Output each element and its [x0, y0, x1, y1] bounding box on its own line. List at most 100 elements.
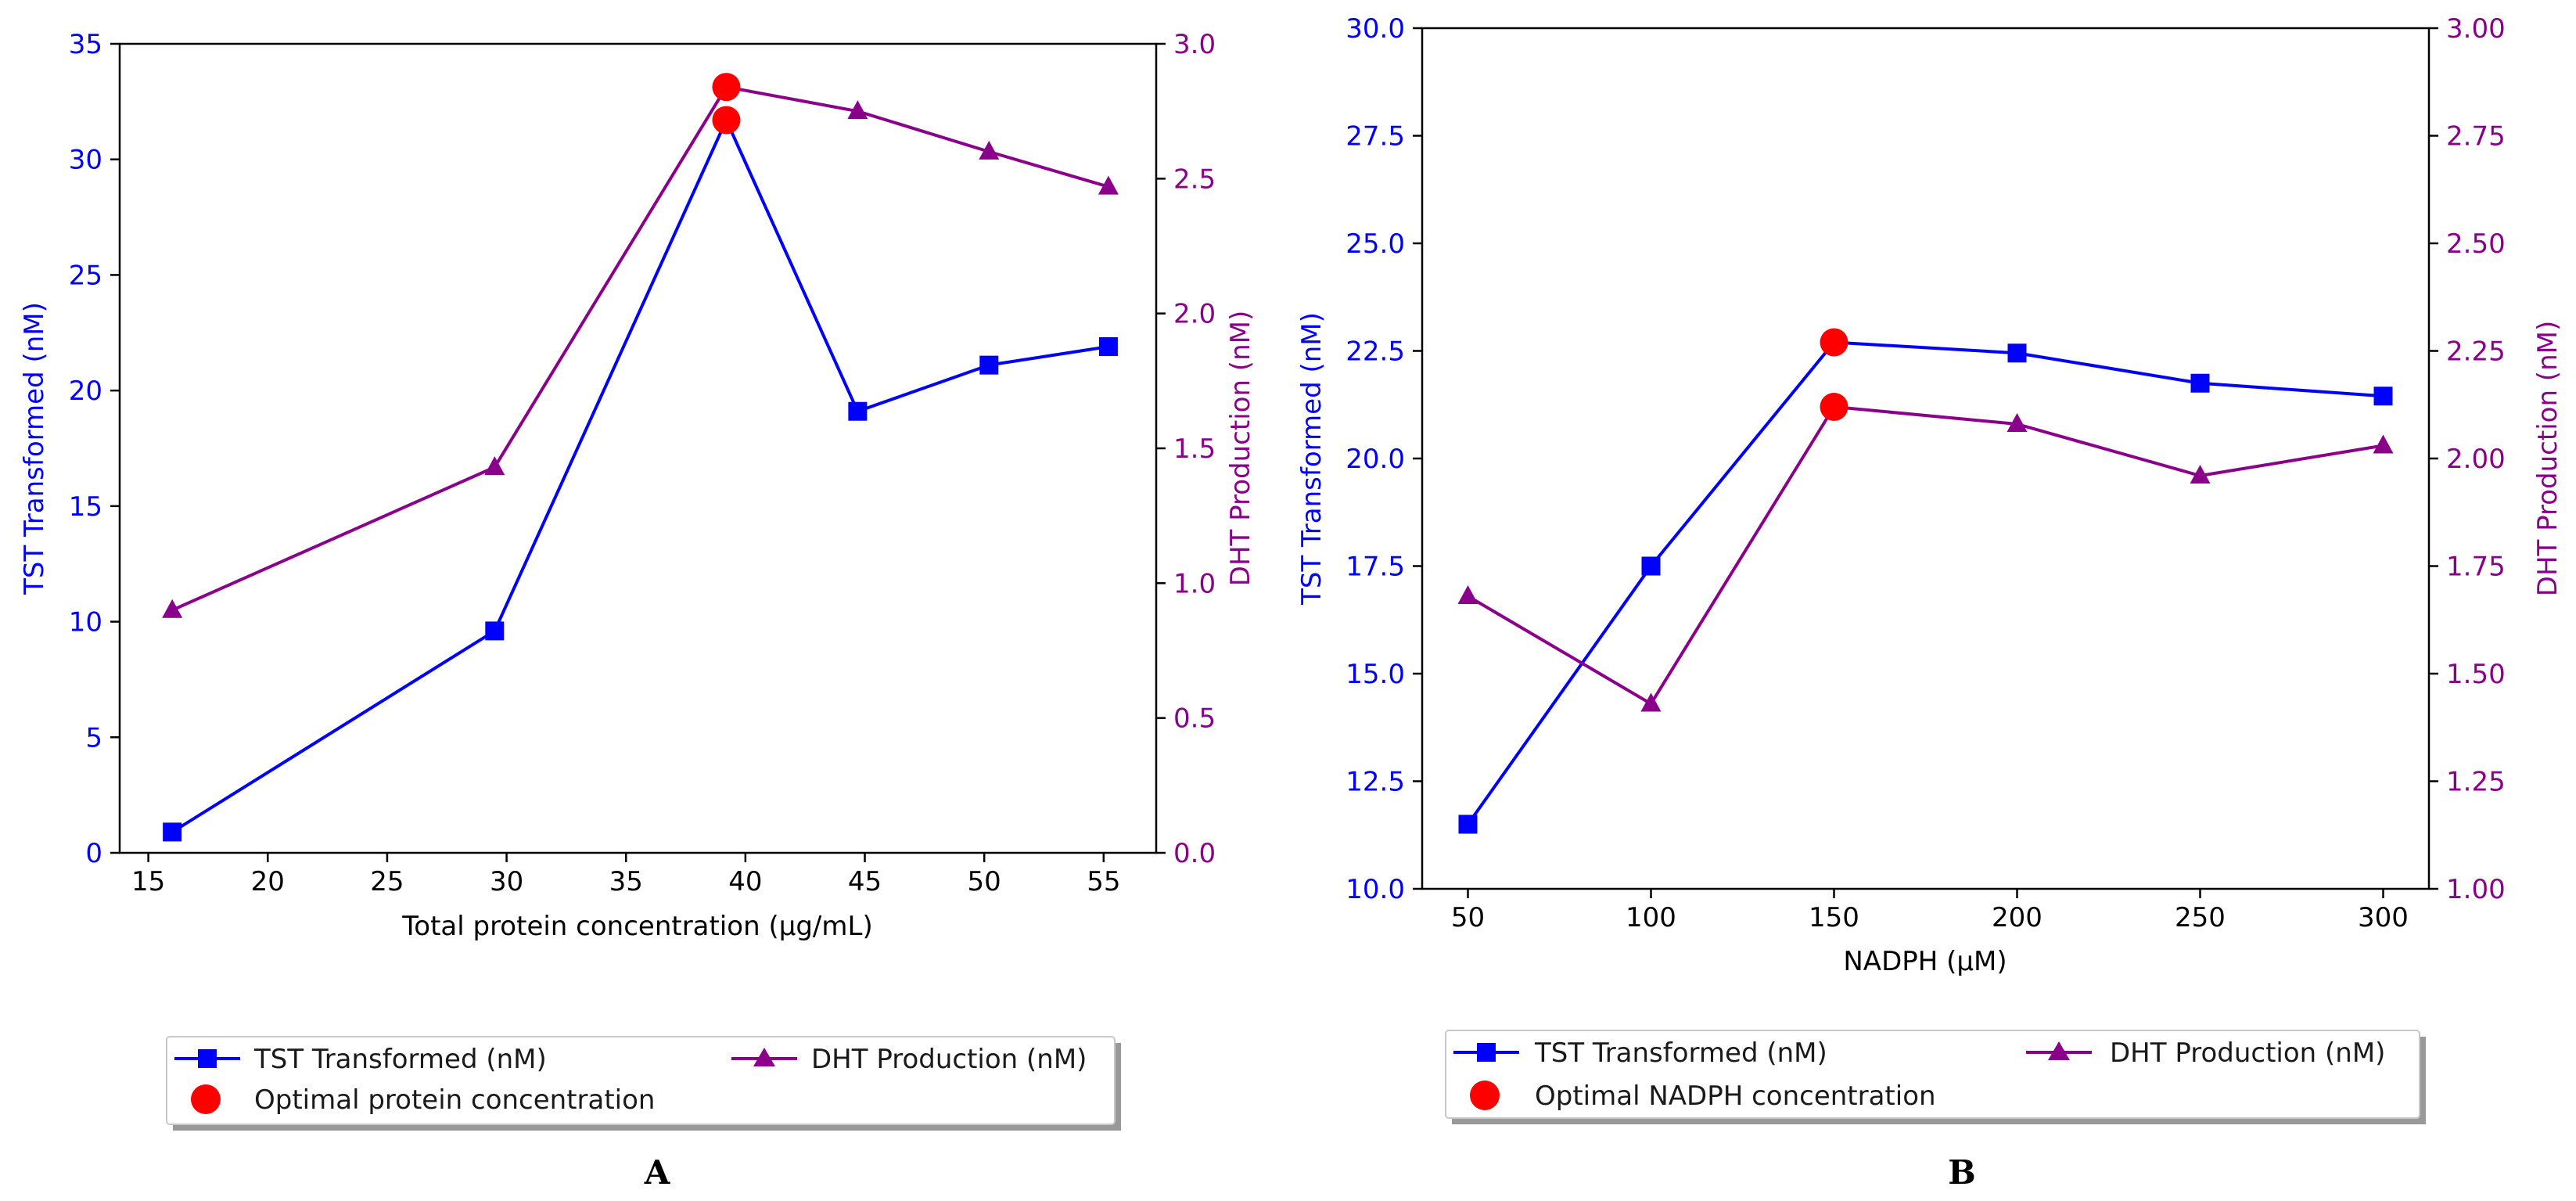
left-y-tick-label: 5 — [85, 722, 102, 753]
legend-optimal-label: Optimal NADPH concentration — [1535, 1081, 1936, 1112]
right-y-tick-label: 1.75 — [2446, 552, 2506, 583]
left-y-tick-label: 25 — [69, 260, 102, 291]
x-tick-label: 15 — [131, 866, 165, 897]
legend-optimal-label: Optimal protein concentration — [254, 1084, 655, 1116]
right-y-tick-label: 1.0 — [1173, 568, 1216, 599]
panel-label-a: A — [644, 1153, 671, 1192]
tst-data-point — [485, 621, 505, 641]
tst-series-line — [1466, 340, 2384, 825]
legend-b: TST Transformed (nM) DHT Production (nM)… — [1445, 1030, 2426, 1124]
left-y-axis-label-a: TST Transformed (nM) — [19, 302, 50, 595]
dht-data-point — [2007, 413, 2028, 432]
x-tick-label: 300 — [2358, 902, 2409, 933]
panel-a-chart: 15 20 25 30 35 40 45 50 55 0 5 10 15 20 25 30 35 0.0 0.5 1.… — [19, 29, 1256, 942]
legend-tst-marker — [198, 1049, 217, 1068]
legend-tst-marker — [1477, 1043, 1496, 1062]
tst-data-point — [1458, 814, 1478, 834]
optimal-marker-tst — [1820, 328, 1848, 357]
left-y-tick-label: 25.0 — [1345, 228, 1405, 260]
left-y-tick-label: 22.5 — [1345, 336, 1405, 368]
right-y-tick-label: 2.5 — [1173, 164, 1216, 195]
right-y-axis-label-a: DHT Production (nM) — [1225, 311, 1256, 586]
left-y-tick-label: 10 — [69, 607, 102, 638]
right-y-tick-label: 0.5 — [1173, 703, 1216, 735]
legend-box — [166, 1036, 1116, 1125]
legend-tst-label: TST Transformed (nM) — [1534, 1037, 1827, 1069]
x-tick-label: 100 — [1626, 902, 1676, 933]
left-y-tick-label: 17.5 — [1345, 552, 1405, 583]
left-y-tick-label: 0 — [85, 838, 102, 869]
dht-series-line — [171, 85, 1109, 612]
x-tick-label: 45 — [848, 866, 882, 897]
dht-data-point — [1098, 175, 1119, 195]
tst-data-point — [163, 822, 182, 842]
plot-area-b — [1421, 27, 2430, 890]
x-tick-label: 50 — [1451, 902, 1485, 933]
right-y-tick-label: 2.25 — [2446, 336, 2506, 368]
optimal-marker-dht — [1820, 393, 1848, 421]
tst-data-point — [1641, 556, 1661, 576]
right-y-tick-label: 1.00 — [2446, 874, 2506, 905]
x-tick-label: 55 — [1087, 866, 1120, 897]
x-tick-label: 40 — [728, 866, 762, 897]
right-y-tick-label: 1.5 — [1173, 433, 1216, 465]
x-tick-label: 250 — [2175, 902, 2226, 933]
x-tick-label: 50 — [968, 866, 1001, 897]
x-axis-label-b: NADPH (µM) — [1843, 946, 2007, 977]
right-y-tick-label: 0.0 — [1173, 838, 1216, 869]
legend-dht-label: DHT Production (nM) — [2110, 1037, 2385, 1069]
x-axis-label-a: Total protein concentration (µg/mL) — [401, 911, 872, 942]
right-y-tick-label: 3.0 — [1173, 29, 1216, 60]
tst-data-point — [2007, 343, 2027, 363]
tst-data-point — [848, 401, 868, 421]
legend-dht-marker — [2048, 1041, 2070, 1060]
dht-data-point — [162, 599, 183, 618]
dht-data-point — [2190, 465, 2211, 484]
x-tick-label: 20 — [251, 866, 285, 897]
right-y-axis-label-b: DHT Production (nM) — [2532, 321, 2563, 596]
tst-data-point — [979, 355, 999, 375]
left-y-tick-label: 30.0 — [1345, 13, 1405, 45]
dht-series-line — [1467, 405, 2384, 706]
optimal-marker-dht — [712, 73, 741, 102]
legend-dht-marker — [753, 1048, 775, 1066]
x-tick-label: 150 — [1809, 902, 1859, 933]
legend-box — [1445, 1030, 2420, 1119]
dht-data-point — [2373, 434, 2394, 454]
left-y-tick-label: 10.0 — [1345, 874, 1405, 905]
dht-data-point — [484, 456, 505, 476]
left-y-tick-label: 12.5 — [1345, 767, 1405, 798]
right-y-tick-label: 1.50 — [2446, 659, 2506, 690]
left-y-tick-label: 30 — [69, 145, 102, 176]
plot-area-a — [118, 42, 1158, 854]
right-y-tick-label: 3.00 — [2446, 13, 2506, 45]
left-y-tick-label: 15.0 — [1345, 659, 1405, 690]
left-y-axis-label-b: TST Transformed (nM) — [1296, 312, 1328, 606]
left-y-tick-label: 20.0 — [1345, 444, 1405, 475]
legend-tst-label: TST Transformed (nM) — [253, 1044, 547, 1075]
dht-data-point — [979, 140, 1000, 160]
tst-data-point — [1098, 337, 1118, 357]
legend-optimal-marker — [191, 1084, 221, 1114]
right-y-tick-label: 1.25 — [2446, 767, 2506, 798]
left-y-tick-label: 35 — [69, 29, 102, 60]
legend-optimal-marker — [1470, 1081, 1500, 1110]
legend-a: TST Transformed (nM) DHT Production (nM)… — [166, 1036, 1121, 1131]
x-tick-label: 25 — [370, 866, 404, 897]
right-y-tick-label: 2.00 — [2446, 444, 2506, 475]
dht-data-point — [1640, 692, 1662, 712]
dht-data-point — [847, 100, 868, 120]
x-tick-label: 200 — [1992, 902, 2042, 933]
x-tick-label: 35 — [609, 866, 643, 897]
tst-data-point — [2190, 373, 2210, 393]
panel-label-b: B — [1948, 1153, 1976, 1192]
legend-dht-label: DHT Production (nM) — [811, 1044, 1087, 1075]
left-y-tick-label: 20 — [69, 376, 102, 407]
tst-data-point — [2373, 387, 2393, 406]
right-y-tick-label: 2.75 — [2446, 121, 2506, 153]
dht-data-point — [1457, 585, 1478, 604]
panel-b-chart: 50 100 150 200 250 300 10.0 12.5 15.0 17.5 20.0 22.… — [1296, 13, 2563, 977]
right-y-tick-label: 2.50 — [2446, 228, 2506, 260]
left-y-tick-label: 15 — [69, 491, 102, 523]
